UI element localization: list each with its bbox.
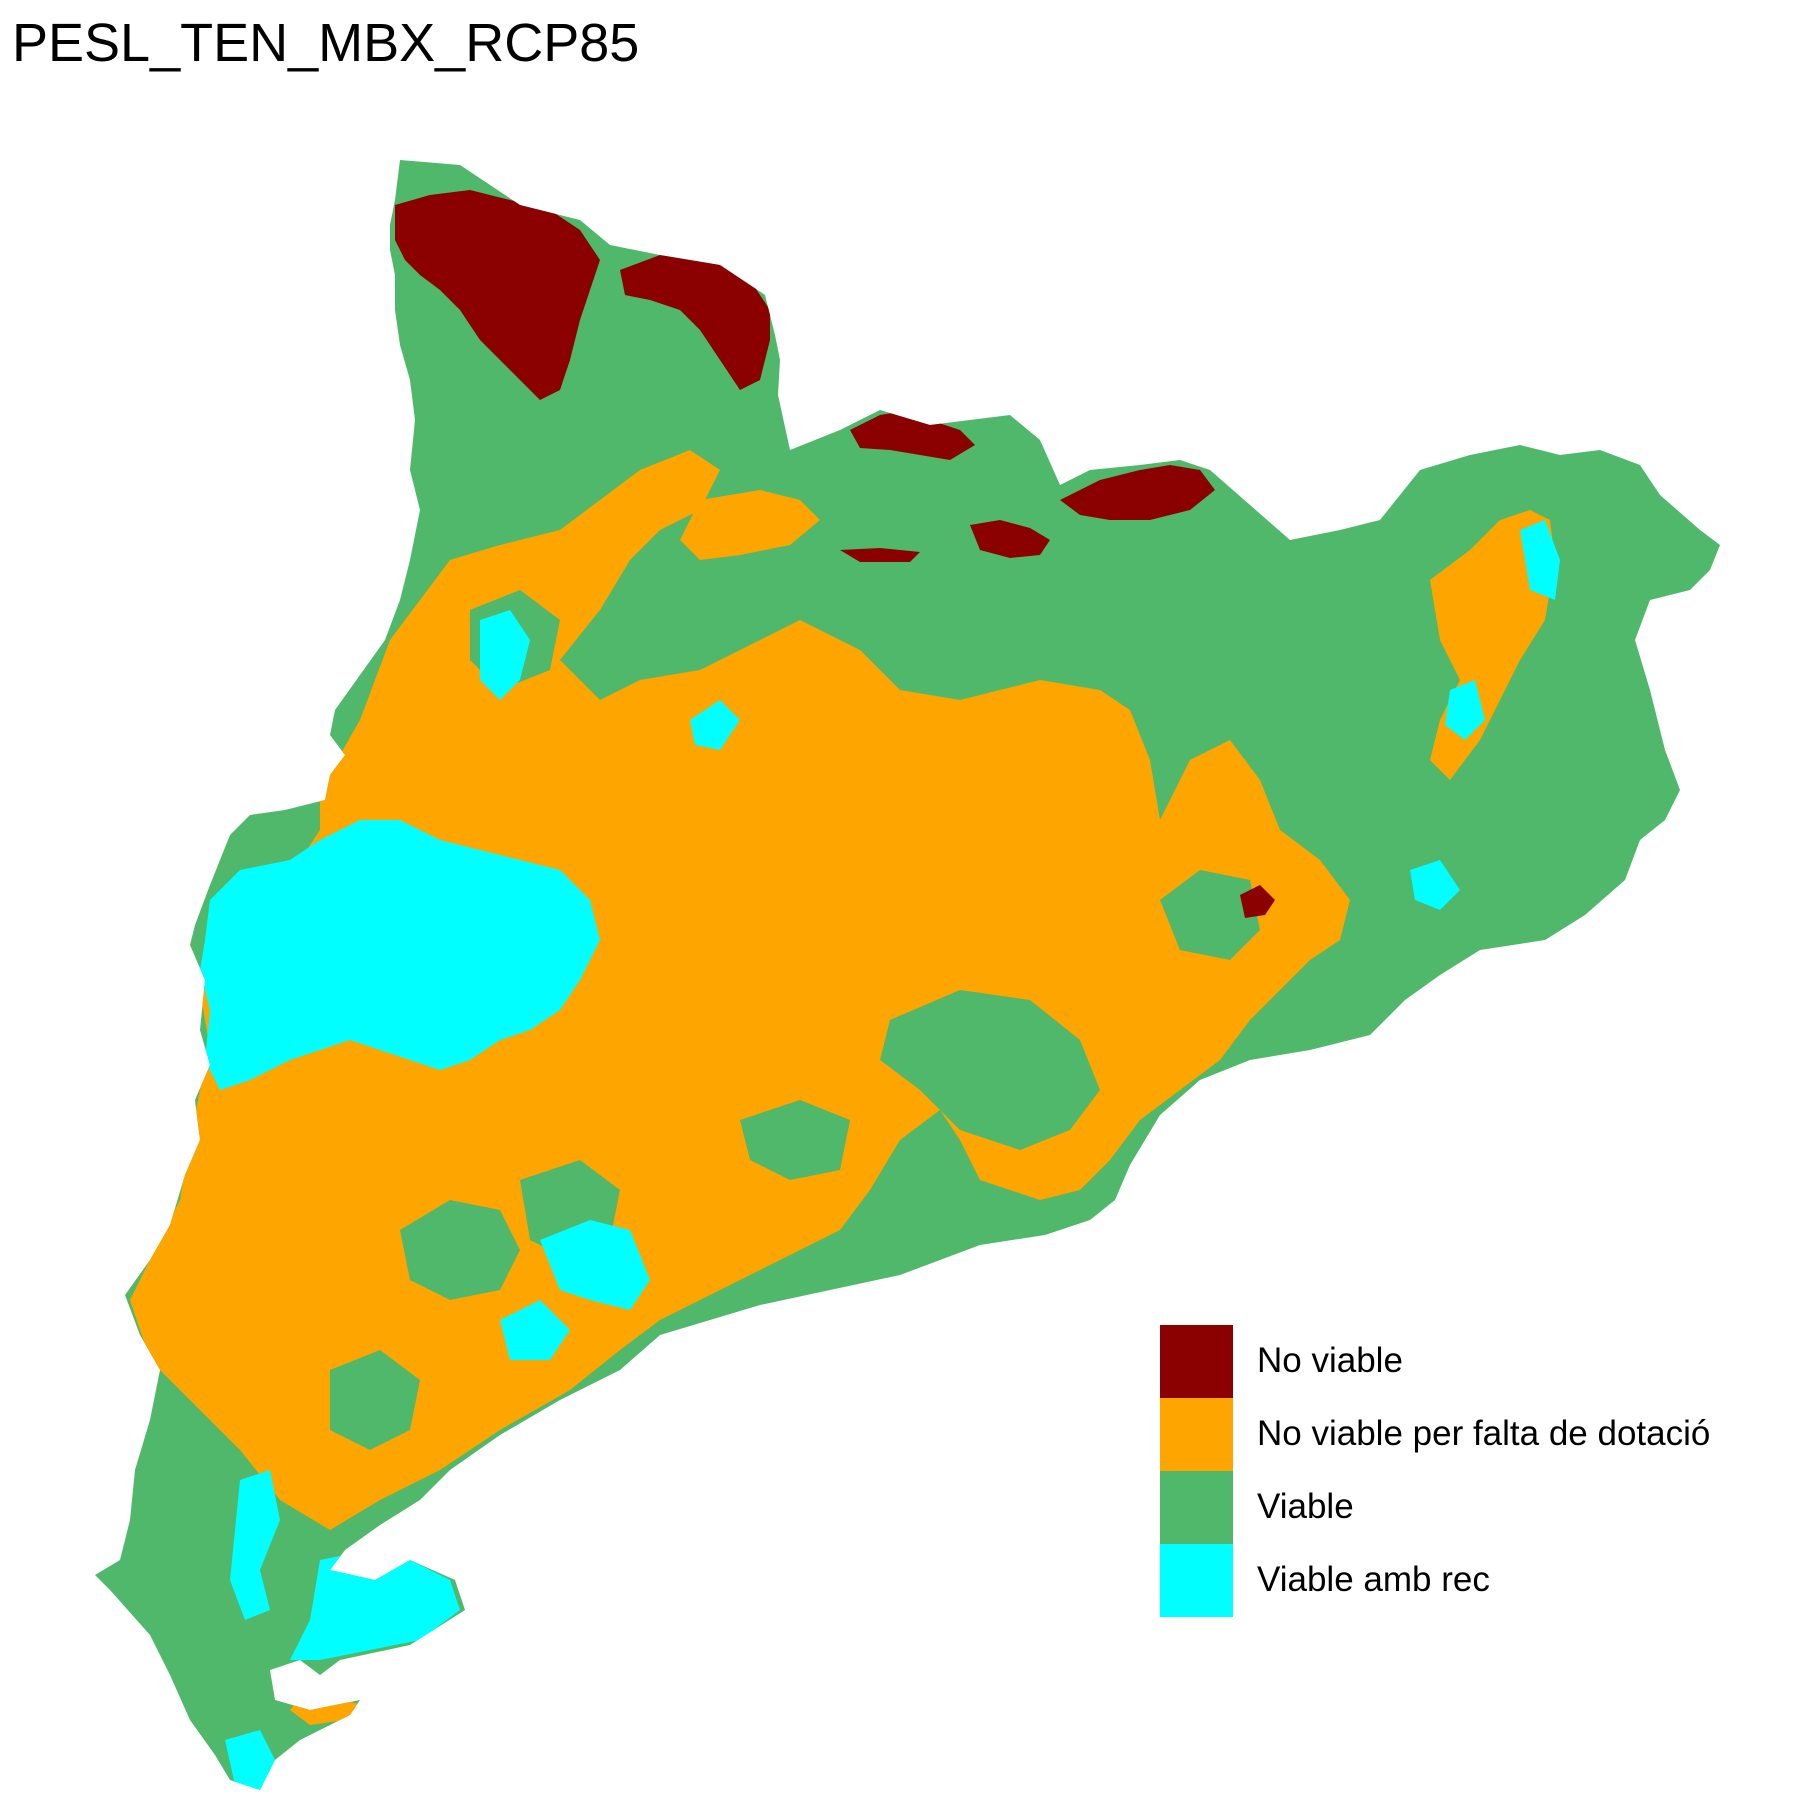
region-viable-rec-east-2 bbox=[1445, 680, 1485, 740]
region-viable-rec-delta-arm bbox=[230, 1470, 280, 1620]
region-viable-interior-7 bbox=[330, 1350, 420, 1450]
region-viable-rec-delta bbox=[290, 1550, 460, 1660]
region-no-viable-pyrenees-west bbox=[395, 190, 600, 400]
region-viable-interior-6 bbox=[140, 1420, 260, 1600]
region-viable-rec-central-2 bbox=[500, 1300, 570, 1360]
region-viable-rec-mid bbox=[690, 700, 740, 750]
legend-swatch bbox=[1160, 1398, 1233, 1471]
region-no-viable-dotacio-valley bbox=[680, 490, 820, 560]
region-viable-rec-east-1 bbox=[1520, 520, 1560, 600]
region-viable-rec-east-3 bbox=[1410, 860, 1460, 910]
region-no-viable-ridge-2 bbox=[1060, 465, 1215, 520]
region-viable-interior-4 bbox=[740, 1100, 850, 1180]
region-no-viable-ridge-1 bbox=[850, 410, 975, 460]
region-viable-interior-2 bbox=[400, 1200, 520, 1300]
legend-swatch bbox=[1160, 1544, 1233, 1617]
region-no-viable-montseny bbox=[1240, 885, 1275, 918]
region-no-viable-pyrenees-central bbox=[620, 255, 770, 390]
region-no-viable-ridge-3 bbox=[970, 520, 1050, 558]
region-viable-rec-upper bbox=[480, 610, 530, 700]
legend-label: Viable amb rec bbox=[1257, 1560, 1490, 1599]
map-title: PESL_TEN_MBX_RCP85 bbox=[12, 13, 640, 73]
legend-label: No viable per falta de dotació bbox=[1257, 1414, 1711, 1453]
legend-swatch bbox=[1160, 1471, 1233, 1544]
legend-swatch bbox=[1160, 1325, 1233, 1398]
legend-label: Viable bbox=[1257, 1487, 1354, 1526]
region-viable-interior-5 bbox=[1160, 870, 1260, 960]
region-no-viable-ridge-4 bbox=[840, 548, 920, 562]
region-viable-rec-central bbox=[540, 1220, 650, 1310]
region-viable-rec-west bbox=[200, 820, 600, 1090]
legend-label: No viable bbox=[1257, 1341, 1403, 1380]
region-viable-interior-1 bbox=[880, 990, 1100, 1150]
region-viable-rec-south bbox=[225, 1730, 275, 1790]
